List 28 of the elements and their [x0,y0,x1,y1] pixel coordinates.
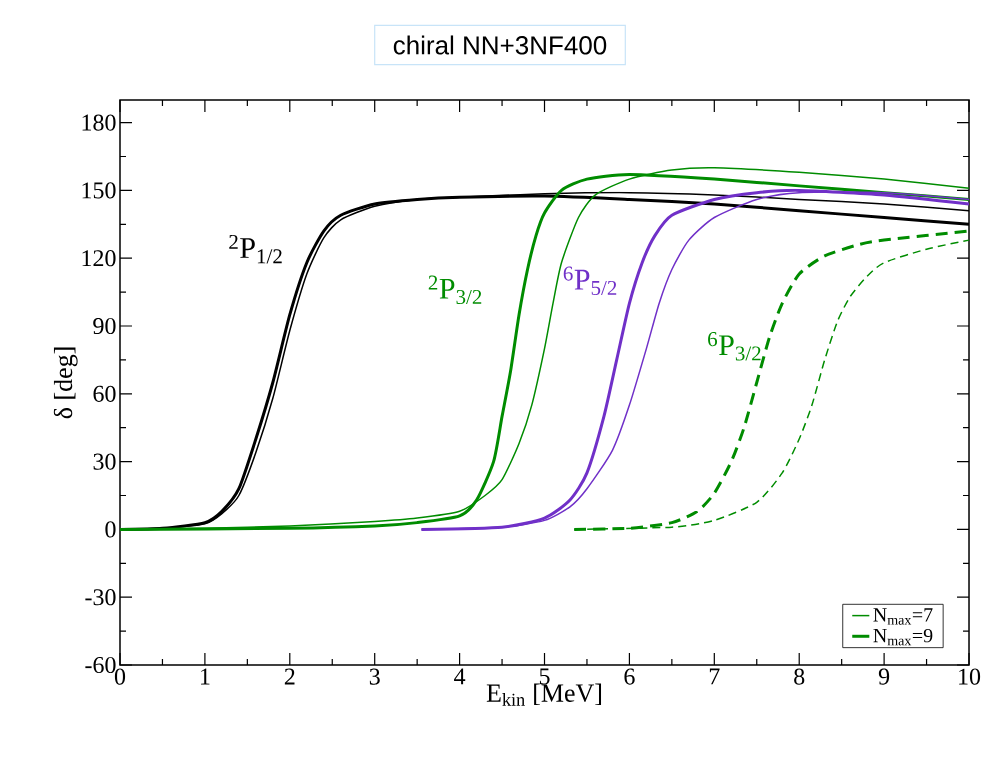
annotation: $^{2}$P$_{3/2}$ [428,275,482,305]
y-tick-label: 90 [93,317,116,335]
x-tick-label: 7 [709,668,720,685]
x-axis-title: E$_{kin}$ [MeV] [486,683,602,706]
x-tick-label: 8 [794,668,805,685]
x-tick-label: 10 [959,668,981,685]
legend-label: N$_{max}$=7 [873,608,933,625]
x-tick-label: 6 [624,668,635,685]
annotation: $^{2}$P$_{1/2}$ [229,234,282,264]
x-tick-label: 3 [369,668,380,685]
annotation: $^{6}$P$_{5/2}$ [563,266,617,296]
y-tick-label: -60 [85,656,116,674]
x-tick-label: 4 [454,668,466,685]
y-tick-label: 180 [82,114,116,131]
x-tick-label: 2 [284,668,295,685]
x-tick-label: 9 [878,668,890,685]
annotation: $^{6}$P$_{3/2}$ [708,332,761,361]
y-tick-label: 30 [93,453,116,470]
x-tick-label: 5 [539,668,550,685]
y-tick-label: 60 [93,385,116,402]
y-tick-label: 150 [82,182,116,199]
y-tick-label: -30 [85,589,116,606]
legend-label: N$_{max}$=9 [873,628,933,646]
y-tick-label: 120 [82,250,116,267]
y-axis-title: δ [deg] [53,347,78,419]
y-tick-label: 0 [105,521,116,538]
x-tick-label: 1 [201,668,210,685]
chart-title: chiral NN+3NF400 [393,35,607,55]
